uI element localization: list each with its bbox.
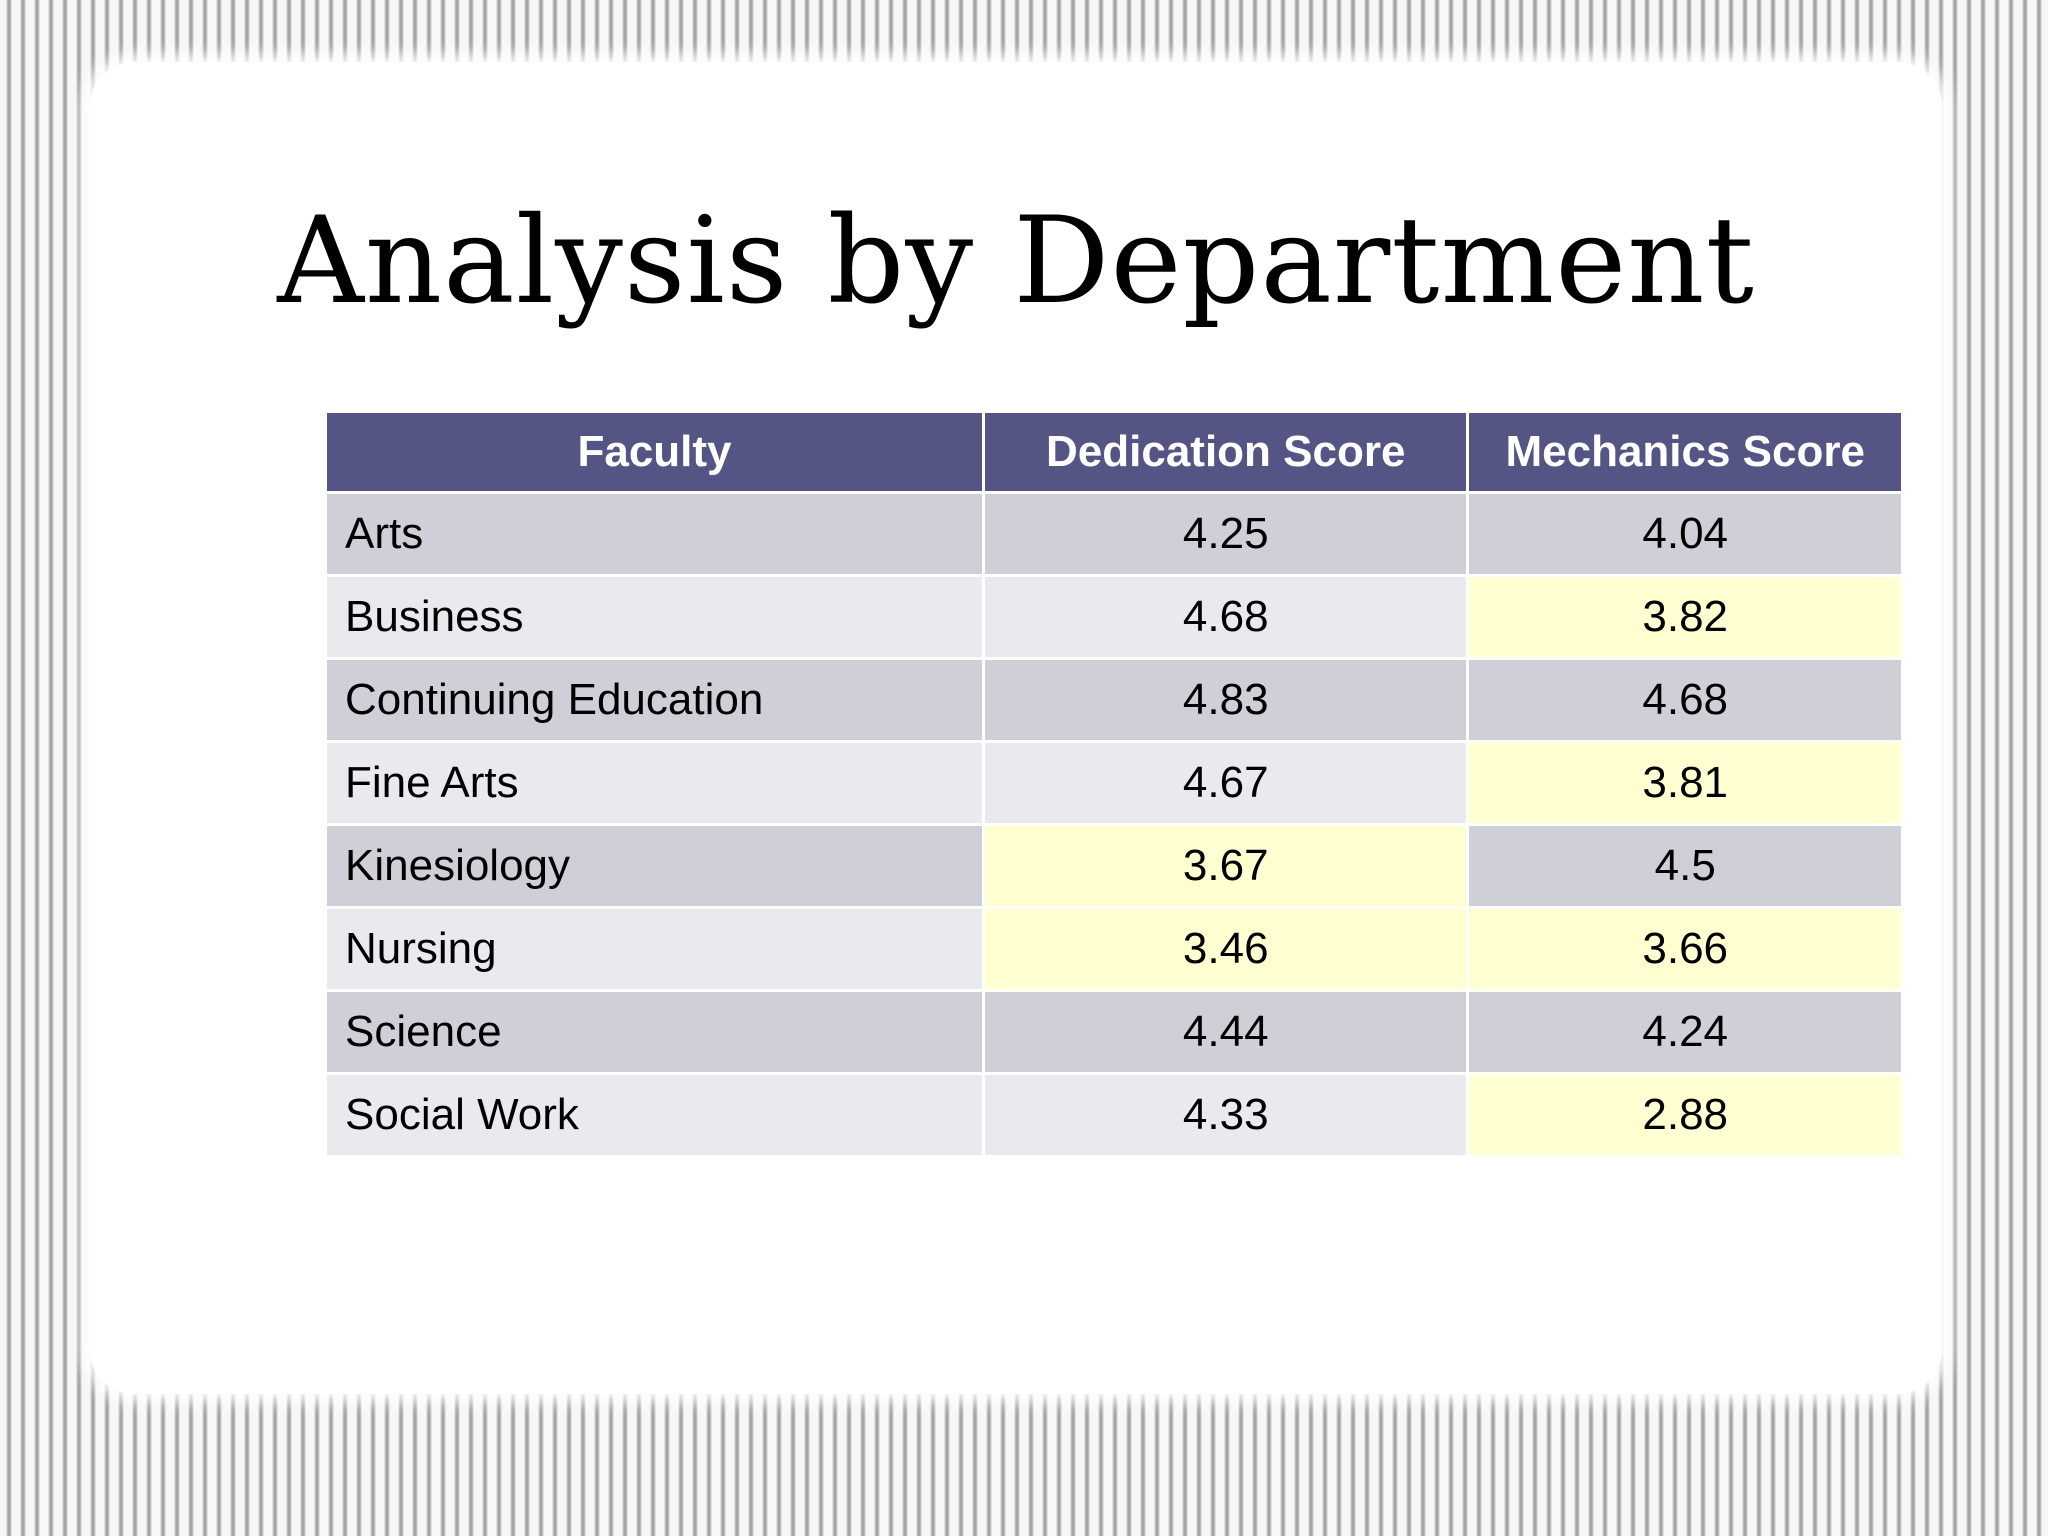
table-header-row: Faculty Dedication Score Mechanics Score — [327, 413, 1901, 491]
dedication-cell: 3.67 — [985, 826, 1467, 906]
mechanics-cell: 2.88 — [1469, 1075, 1901, 1155]
mechanics-cell: 4.24 — [1469, 992, 1901, 1072]
slide-title: Analysis by Department — [277, 192, 1755, 331]
table-row: Science 4.44 4.24 — [327, 992, 1901, 1072]
mechanics-cell: 4.5 — [1469, 826, 1901, 906]
mechanics-cell: 3.81 — [1469, 743, 1901, 823]
faculty-cell: Fine Arts — [327, 743, 983, 823]
dedication-cell: 4.68 — [985, 577, 1467, 657]
header-dedication-score: Dedication Score — [985, 413, 1467, 491]
faculty-cell: Social Work — [327, 1075, 983, 1155]
mechanics-cell: 3.66 — [1469, 909, 1901, 989]
mechanics-cell: 4.68 — [1469, 660, 1901, 740]
slide-card: Analysis by Department Faculty Dedicatio… — [90, 62, 1942, 1394]
dedication-cell: 4.33 — [985, 1075, 1467, 1155]
department-table: Faculty Dedication Score Mechanics Score… — [324, 410, 1904, 1158]
faculty-cell: Nursing — [327, 909, 983, 989]
dedication-cell: 4.25 — [985, 494, 1467, 574]
dedication-cell: 4.67 — [985, 743, 1467, 823]
faculty-cell: Kinesiology — [327, 826, 983, 906]
mechanics-cell: 3.82 — [1469, 577, 1901, 657]
table-row: Social Work 4.33 2.88 — [327, 1075, 1901, 1155]
mechanics-cell: 4.04 — [1469, 494, 1901, 574]
faculty-cell: Continuing Education — [327, 660, 983, 740]
dedication-cell: 4.83 — [985, 660, 1467, 740]
faculty-cell: Business — [327, 577, 983, 657]
table-row: Continuing Education 4.83 4.68 — [327, 660, 1901, 740]
table-row: Kinesiology 3.67 4.5 — [327, 826, 1901, 906]
faculty-cell: Arts — [327, 494, 983, 574]
header-faculty: Faculty — [327, 413, 983, 491]
table-row: Nursing 3.46 3.66 — [327, 909, 1901, 989]
table-row: Fine Arts 4.67 3.81 — [327, 743, 1901, 823]
dedication-cell: 4.44 — [985, 992, 1467, 1072]
faculty-cell: Science — [327, 992, 983, 1072]
dedication-cell: 3.46 — [985, 909, 1467, 989]
table-row: Arts 4.25 4.04 — [327, 494, 1901, 574]
table-row: Business 4.68 3.82 — [327, 577, 1901, 657]
header-mechanics-score: Mechanics Score — [1469, 413, 1901, 491]
